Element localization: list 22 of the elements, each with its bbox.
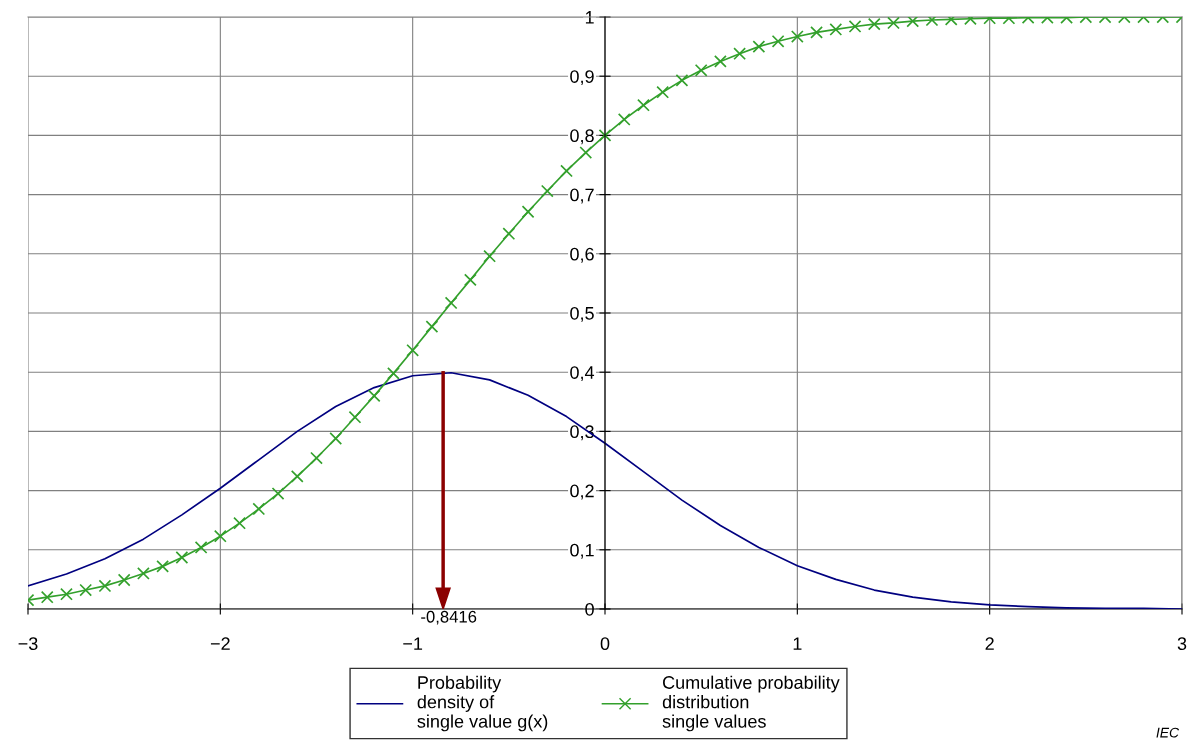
y-tick-label: 0,2 [570,484,594,500]
x-tick-label: 0 [600,637,610,651]
y-tick-label: 0,4 [570,366,595,382]
y-tick-label: 0,1 [570,543,594,559]
y-tick-label: 0,3 [570,425,594,441]
text: IEC [1156,727,1180,738]
y-tick-label: 0,9 [570,70,594,86]
legend-label: Cumulative probability distribution single values [662,675,840,732]
x-tick-label: −3 [18,637,38,651]
x-tick-label: 1 [793,637,802,650]
x-tick-label: −1 [403,637,423,650]
ref-line-label: -0,8416 [421,610,477,625]
y-tick-label: 0,8 [570,129,594,145]
x-tick-label: −2 [210,637,230,650]
y-tick-label: 0,5 [570,306,594,322]
x-tick-label: 2 [985,637,994,650]
y-tick-label: 1 [585,11,594,24]
legend-label: Probability density of single value g(x) [417,675,548,732]
y-tick-label: 0,7 [570,188,594,204]
y-tick-label: 0,6 [570,247,594,263]
x-tick-label: 3 [1177,637,1187,651]
y-tick-label: 0 [585,602,594,616]
